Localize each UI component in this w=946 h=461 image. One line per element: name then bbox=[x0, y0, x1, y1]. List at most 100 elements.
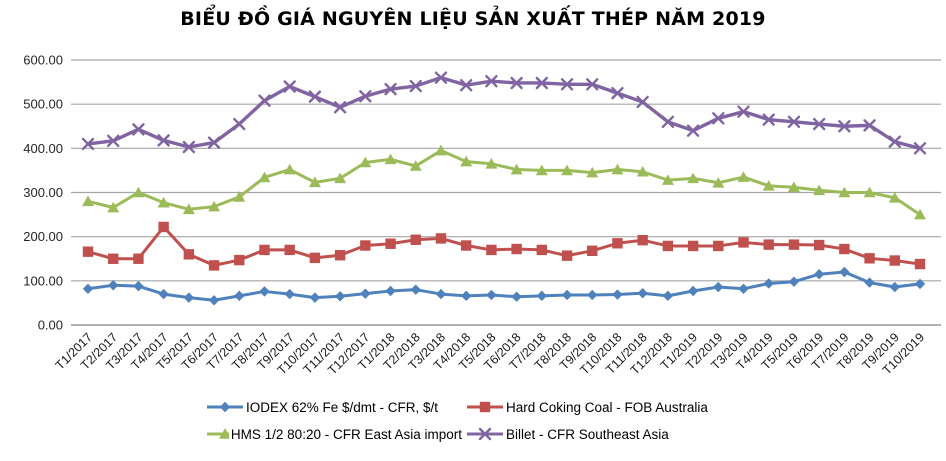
diamond-marker bbox=[788, 276, 800, 287]
x-marker bbox=[787, 115, 801, 129]
triangle-marker bbox=[914, 208, 926, 220]
triangle-marker bbox=[107, 201, 120, 213]
triangle-marker bbox=[611, 163, 624, 175]
diamond-marker bbox=[511, 291, 522, 302]
legend-label: Hard Coking Coal - FOB Australia bbox=[506, 399, 708, 415]
square-marker bbox=[839, 243, 850, 255]
triangle-marker bbox=[863, 186, 876, 198]
square-marker bbox=[479, 401, 491, 413]
triangle-marker bbox=[762, 180, 775, 191]
triangle-marker bbox=[787, 181, 800, 192]
y-tick-label: 100.00 bbox=[23, 273, 63, 288]
square-marker bbox=[587, 245, 598, 256]
x-marker bbox=[812, 117, 826, 131]
square-marker bbox=[561, 250, 573, 261]
triangle-marker bbox=[182, 203, 195, 215]
legend-label: Billet - CFR Southeast Asia bbox=[506, 426, 669, 442]
triangle-marker bbox=[535, 164, 548, 176]
square-marker bbox=[183, 249, 195, 260]
diamond-marker bbox=[183, 292, 195, 303]
diamond-marker bbox=[219, 401, 231, 413]
series-line-billet-cfr-southeast-asia bbox=[86, 75, 922, 151]
diamond-marker bbox=[133, 280, 144, 292]
x-marker bbox=[838, 120, 851, 133]
x-marker bbox=[283, 80, 296, 93]
series-line-iodex-62-fe-dmt-cfr-t bbox=[86, 270, 922, 302]
diamond-marker bbox=[839, 266, 850, 278]
triangle-marker bbox=[636, 165, 649, 177]
diamond-marker bbox=[460, 290, 472, 302]
triangle-marker bbox=[157, 196, 170, 208]
square-marker bbox=[309, 252, 321, 264]
x-marker bbox=[611, 86, 624, 100]
x-marker bbox=[560, 78, 574, 91]
x-marker bbox=[478, 427, 492, 441]
diamond-marker bbox=[284, 288, 295, 300]
triangle-marker bbox=[359, 156, 372, 168]
diamond-marker bbox=[360, 288, 371, 299]
legend-item-billet-cfr-southeast-asia: Billet - CFR Southeast Asia bbox=[466, 426, 708, 442]
x-marker bbox=[157, 134, 170, 147]
diamond-marker bbox=[259, 286, 270, 297]
diamond-marker bbox=[536, 290, 548, 302]
square-marker bbox=[460, 240, 472, 251]
triangle-marker bbox=[434, 144, 447, 156]
triangle-marker bbox=[409, 160, 422, 171]
square-marker bbox=[410, 234, 421, 245]
square-marker bbox=[637, 235, 648, 246]
diamond-marker bbox=[410, 284, 421, 295]
triangle-marker bbox=[460, 155, 473, 167]
y-tick-label: 300.00 bbox=[23, 185, 63, 200]
series-line-hms-1-2-80-20-cfr-east-asia-import bbox=[86, 149, 922, 217]
square-marker bbox=[687, 240, 699, 252]
diamond-marker bbox=[864, 277, 875, 288]
x-marker bbox=[863, 119, 876, 132]
square-marker bbox=[738, 237, 749, 248]
diamond-marker bbox=[637, 288, 648, 299]
diamond-marker bbox=[208, 295, 220, 306]
triangle-marker bbox=[208, 200, 221, 212]
x-marker bbox=[762, 113, 775, 126]
square-marker bbox=[914, 258, 926, 270]
square-marker bbox=[334, 250, 346, 261]
diamond-marker bbox=[587, 289, 598, 301]
legend-item-iodex-62-fe-dmt-cfr-t: IODEX 62% Fe $/dmt - CFR, $/t bbox=[206, 399, 462, 415]
legend-label: HMS 1/2 80:20 - CFR East Asia import bbox=[230, 426, 462, 442]
triangle-marker bbox=[258, 171, 271, 183]
square-marker bbox=[259, 244, 270, 256]
x-marker bbox=[333, 101, 347, 114]
x-marker bbox=[913, 142, 927, 155]
diamond-marker bbox=[889, 281, 900, 293]
square-marker bbox=[435, 233, 447, 244]
x-marker bbox=[81, 137, 95, 151]
square-marker bbox=[158, 221, 169, 233]
diamond-marker bbox=[687, 285, 699, 297]
x-marker bbox=[737, 105, 750, 118]
legend-item-hms-1-2-80-20-cfr-east-asia-import: HMS 1/2 80:20 - CFR East Asia import bbox=[206, 426, 462, 442]
legend-key-diamond-icon bbox=[207, 401, 243, 413]
triangle-marker bbox=[561, 164, 574, 176]
triangle-marker bbox=[283, 163, 296, 175]
series-line-hard-coking-coal-fob-australia bbox=[86, 225, 922, 267]
diamond-marker bbox=[914, 278, 926, 290]
legend-key-triangle-icon bbox=[207, 428, 229, 439]
diamond-marker bbox=[385, 285, 396, 297]
diamond-marker bbox=[234, 290, 245, 302]
diamond-marker bbox=[158, 288, 169, 300]
square-marker bbox=[763, 239, 774, 250]
x-marker bbox=[182, 140, 196, 154]
triangle-marker bbox=[132, 186, 145, 198]
triangle-marker bbox=[308, 176, 321, 188]
x-marker bbox=[586, 78, 599, 91]
y-tick-label: 500.00 bbox=[23, 97, 63, 112]
triangle-marker bbox=[233, 191, 246, 202]
triangle-marker bbox=[712, 176, 725, 188]
chart-legend: IODEX 62% Fe $/dmt - CFR, $/t Hard Coking… bbox=[206, 399, 708, 442]
diamond-marker bbox=[82, 283, 94, 294]
series-markers-billet-cfr-southeast-asia bbox=[81, 71, 927, 155]
diamond-marker bbox=[309, 292, 321, 303]
square-marker bbox=[234, 254, 245, 266]
square-marker bbox=[385, 238, 396, 249]
triangle-marker bbox=[219, 428, 229, 439]
x-marker bbox=[636, 95, 649, 109]
